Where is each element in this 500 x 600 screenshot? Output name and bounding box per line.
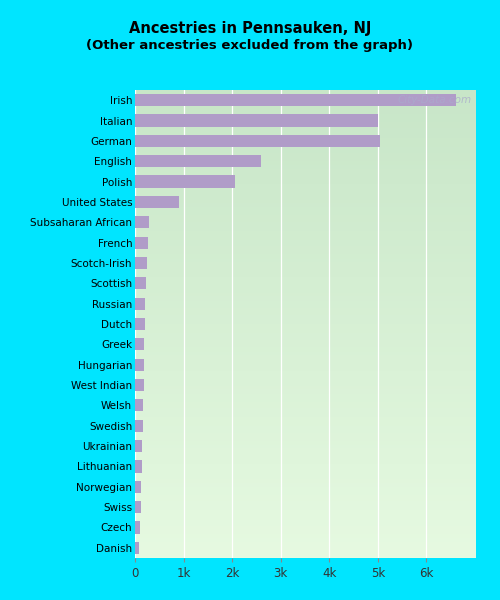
Bar (135, 135, 380, 147)
Bar (135, 94, 456, 106)
Bar (135, 318, 144, 330)
Bar (135, 216, 149, 229)
Bar (135, 338, 144, 350)
Text: City-Data.com: City-Data.com (398, 95, 471, 104)
Bar (135, 175, 234, 188)
Text: (Other ancestries excluded from the graph): (Other ancestries excluded from the grap… (86, 39, 413, 52)
Bar (135, 501, 141, 513)
Bar (135, 155, 262, 167)
Bar (135, 236, 147, 249)
Bar (135, 460, 142, 473)
Bar (135, 399, 143, 412)
Bar (135, 298, 145, 310)
Text: Ancestries in Pennsauken, NJ: Ancestries in Pennsauken, NJ (129, 21, 371, 36)
Bar (135, 521, 140, 533)
Bar (135, 481, 141, 493)
Bar (135, 440, 142, 452)
Bar (135, 542, 139, 554)
Bar (135, 277, 146, 289)
Bar (135, 115, 378, 127)
Bar (135, 359, 143, 371)
Bar (135, 379, 143, 391)
Bar (135, 257, 146, 269)
Bar (135, 419, 143, 432)
Bar (135, 196, 178, 208)
